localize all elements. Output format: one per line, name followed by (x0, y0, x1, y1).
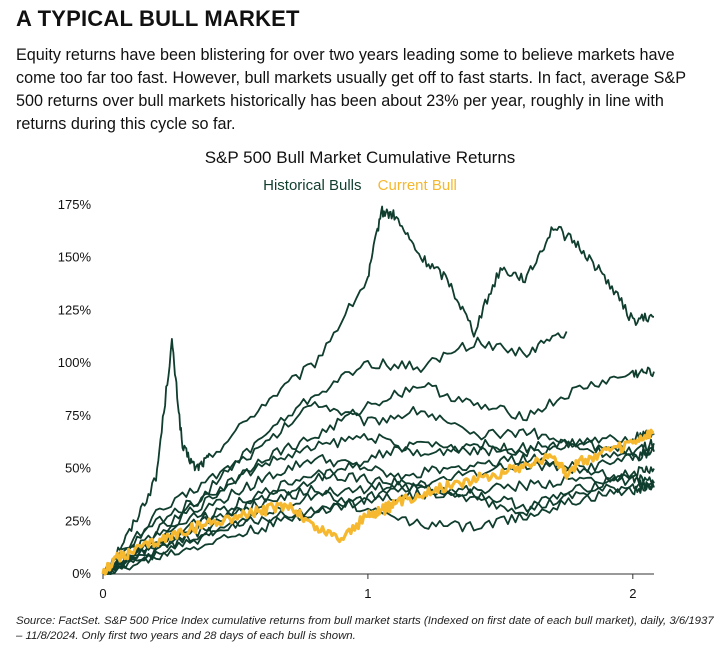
source-note: Source: FactSet. S&P 500 Price Index cum… (16, 615, 714, 642)
legend-current-bull: Current Bull (377, 177, 457, 194)
x-axis: 0 1 2 (99, 573, 654, 601)
y-tick-label: 175% (58, 197, 92, 212)
y-tick-label: 50% (65, 461, 91, 476)
series-historical-bull-4 (103, 401, 655, 575)
y-tick-label: 0% (72, 566, 91, 581)
y-tick-label: 25% (65, 513, 91, 528)
series-historical-bull-12 (102, 446, 655, 575)
x-tick-label: 2 (629, 586, 636, 601)
x-tick-label: 0 (99, 586, 106, 601)
y-tick-label: 125% (58, 302, 92, 317)
y-tick-label: 100% (58, 355, 92, 370)
headline: A TYPICAL BULL MARKET (16, 6, 300, 31)
line-chart: 0% 25% 50% 75% 100% 125% 150% 175% 0 1 2 (58, 197, 655, 601)
series-historical-bull-1 (102, 205, 655, 575)
y-tick-label: 150% (58, 250, 92, 265)
series-layer (101, 205, 655, 576)
legend-historical-bulls: Historical Bulls (263, 177, 362, 194)
chart-title: S&P 500 Bull Market Cumulative Returns (204, 148, 516, 167)
series-historical-bull-3 (103, 366, 655, 575)
y-axis: 0% 25% 50% 75% 100% 125% 150% 175% (58, 197, 92, 581)
series-historical-bull-5 (102, 433, 655, 575)
series-current-bull (101, 428, 655, 576)
y-tick-label: 75% (65, 408, 91, 423)
series-historical-bull-6 (102, 429, 655, 575)
x-tick-label: 1 (364, 586, 371, 601)
intro-paragraph: Equity returns have been blistering for … (16, 46, 686, 133)
chart-legend: Historical Bulls Current Bull (0, 177, 720, 194)
series-historical-bull-9 (103, 453, 655, 575)
